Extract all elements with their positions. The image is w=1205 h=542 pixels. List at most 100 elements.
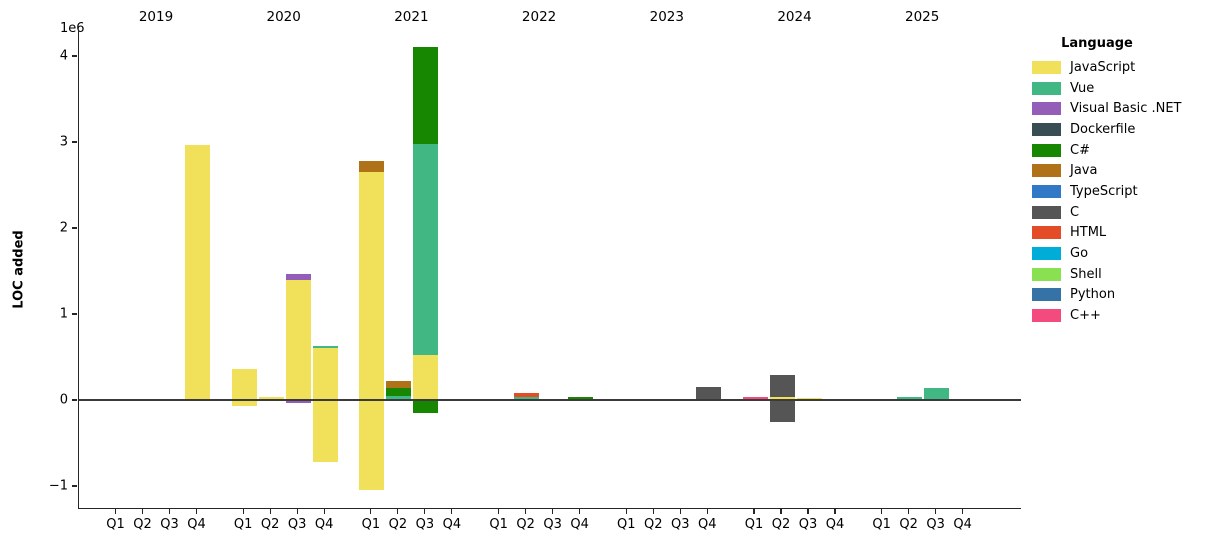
x-tick-mark: [935, 509, 937, 514]
legend-label: C++: [1070, 308, 1101, 324]
legend-label: Python: [1070, 287, 1116, 303]
x-tick-mark: [242, 509, 244, 514]
legend-item: Visual Basic .NET: [1032, 98, 1200, 119]
x-tick-mark: [114, 509, 117, 514]
bar-segment-c++: [742, 396, 768, 400]
bar-segment-vue: [924, 387, 950, 400]
legend-item: C: [1032, 202, 1200, 223]
legend-item: Go: [1032, 243, 1200, 264]
x-tick-label-quarter: Q2: [771, 517, 791, 532]
bar-segment-javascript: [258, 397, 284, 400]
x-tick-mark: [269, 509, 271, 514]
x-tick-mark: [706, 509, 708, 514]
x-tick-label-quarter: Q3: [543, 517, 562, 532]
x-tick-mark: [807, 509, 809, 514]
x-tick-mark: [370, 509, 372, 514]
legend-swatch-c#: [1032, 143, 1061, 157]
x-tick-label-quarter: Q3: [415, 517, 435, 532]
legend-item: Python: [1032, 285, 1200, 306]
x-tick-mark: [834, 509, 836, 514]
legend-item: JavaScript: [1032, 57, 1200, 78]
legend-swatch-dockerfile: [1032, 122, 1061, 136]
legend-label: Java: [1070, 163, 1098, 179]
legend-item: Shell: [1032, 264, 1200, 285]
legend-swatch-typescript: [1032, 184, 1061, 198]
y-tick-mark: [72, 313, 77, 315]
bar-segment-vue: [386, 395, 412, 400]
x-tick-label-quarter: Q1: [361, 517, 381, 532]
legend-label: Dockerfile: [1070, 121, 1136, 137]
bar-segment-visual-basic--net: [285, 400, 311, 403]
x-tick-mark: [525, 509, 527, 514]
x-tick-label-quarter: Q1: [489, 517, 508, 532]
legend-swatch-python: [1032, 288, 1061, 302]
x-tick-label-quarter: Q2: [260, 517, 280, 532]
y-tick-label: 3: [59, 134, 68, 150]
bar-segment-c#: [413, 47, 439, 144]
x-tick-label-quarter: Q3: [160, 517, 179, 532]
x-tick-label-quarter: Q2: [133, 517, 152, 532]
x-tick-label-quarter: Q2: [516, 517, 535, 532]
y-axis-label: LOC added: [11, 230, 27, 309]
bar-segment-javascript: [231, 400, 257, 407]
legend-label: Shell: [1070, 266, 1102, 282]
legend-label: HTML: [1070, 225, 1107, 241]
y-tick-mark: [72, 141, 77, 143]
legend-label: Vue: [1070, 80, 1095, 96]
legend-title: Language: [1061, 36, 1133, 51]
x-tick-label-quarter: Q4: [698, 517, 717, 532]
legend-label: C#: [1070, 142, 1090, 158]
zero-line: [79, 399, 1021, 401]
bar-segment-vue: [312, 345, 338, 349]
bar-segment-vue: [413, 143, 439, 356]
y-tick-label: 0: [59, 392, 68, 408]
x-tick-label-quarter: Q4: [825, 517, 845, 532]
x-tick-label-quarter: Q1: [106, 517, 125, 532]
legend-swatch-javascript: [1032, 60, 1061, 74]
bar-segment-c#: [413, 400, 439, 413]
bar-segment-javascript: [231, 369, 257, 400]
bar-segment-javascript: [185, 145, 210, 400]
x-tick-mark: [397, 509, 399, 514]
x-tick-label-quarter: Q4: [570, 517, 589, 532]
x-tick-mark: [424, 509, 426, 514]
legend-swatch-c++: [1032, 309, 1061, 323]
y-tick-mark: [72, 485, 77, 487]
x-tick-mark: [552, 509, 554, 514]
legend-items: JavaScript Vue Visual Basic .NET Dockerfile…: [1032, 57, 1200, 326]
x-tick-label-quarter: Q3: [926, 517, 945, 532]
bar-segment-javascript: [796, 397, 822, 400]
bar-segment-visual-basic--net: [285, 274, 311, 280]
year-label: 2020: [266, 9, 301, 25]
x-tick-mark: [652, 509, 654, 514]
x-tick-mark: [141, 509, 144, 514]
bar-segment-javascript: [285, 279, 311, 400]
legend-label: TypeScript: [1070, 183, 1138, 199]
legend-item: HTML: [1032, 223, 1200, 244]
legend-swatch-shell: [1032, 267, 1061, 281]
bar-segment-html: [514, 392, 540, 397]
legend-label: JavaScript: [1070, 59, 1136, 75]
x-tick-label-quarter: Q2: [899, 517, 918, 532]
legend-item: TypeScript: [1032, 181, 1200, 202]
legend-swatch-c: [1032, 205, 1061, 219]
legend-swatch-html: [1032, 226, 1061, 240]
bar-segment-javascript: [359, 172, 385, 400]
x-tick-mark: [168, 509, 171, 514]
x-tick-mark: [451, 509, 453, 514]
y-tick-label: 2: [59, 220, 68, 236]
year-label: 2025: [905, 9, 940, 25]
legend-swatch-visual-basic--net: [1032, 102, 1061, 116]
x-tick-mark: [195, 509, 198, 514]
year-label: 2019: [138, 9, 174, 25]
bar-segment-javascript: [769, 396, 795, 400]
bar-segment-javascript: [312, 400, 338, 462]
x-tick-label-quarter: Q3: [798, 517, 818, 532]
x-tick-label-quarter: Q1: [233, 517, 253, 532]
bar-segment-java: [386, 381, 412, 388]
x-tick-label-quarter: Q3: [287, 517, 307, 532]
x-tick-label-quarter: Q1: [617, 517, 636, 532]
bar-segment-javascript: [359, 400, 385, 491]
x-tick-mark: [498, 509, 500, 514]
y-tick-mark: [72, 399, 77, 401]
